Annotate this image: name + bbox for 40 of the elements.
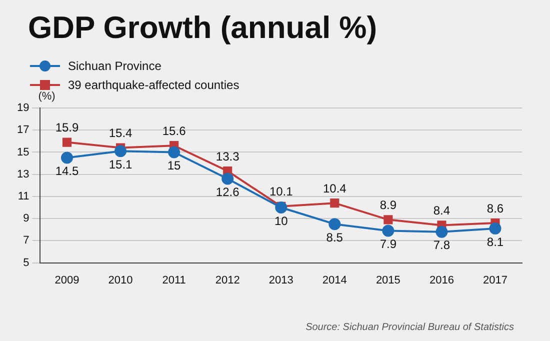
- data-label: 13.3: [216, 149, 240, 164]
- y-tick-label: 11: [18, 190, 30, 202]
- data-label: 15.9: [55, 120, 79, 135]
- source-note: Source: Sichuan Provincial Bureau of Statistics: [306, 322, 514, 333]
- y-tick-label: 5: [23, 256, 30, 269]
- x-tick-label: 2015: [376, 274, 400, 286]
- y-tick-label: 15: [16, 146, 30, 158]
- legend-label: 39 earthquake-affected counties: [68, 78, 240, 92]
- y-tick-label: 13: [16, 168, 30, 180]
- y-tick-label: 19: [16, 102, 30, 114]
- data-label: 7.8: [433, 238, 450, 252]
- data-label: 14.5: [55, 164, 79, 178]
- y-axis-title: (%): [38, 90, 56, 103]
- x-tick-label: 2010: [108, 274, 133, 286]
- data-label: 15.4: [108, 126, 133, 140]
- data-label: 15.6: [162, 124, 186, 138]
- x-tick-label: 2009: [54, 274, 80, 286]
- data-label: 10.1: [269, 184, 294, 199]
- data-label: 15.1: [108, 157, 133, 172]
- data-label: 15: [167, 158, 182, 173]
- y-tick-label: 9: [23, 212, 30, 225]
- data-label: 12.6: [216, 185, 240, 200]
- x-tick-label: 2017: [482, 274, 508, 286]
- x-tick-label: 2012: [215, 274, 240, 286]
- x-tick-label: 2011: [162, 274, 186, 286]
- data-label: 8.4: [433, 204, 450, 218]
- data-label: 8.1: [486, 234, 504, 249]
- x-tick-label: 2016: [429, 274, 454, 286]
- y-tick-label: 17: [16, 124, 30, 136]
- data-label: 7.9: [380, 237, 397, 252]
- data-label: 10: [274, 214, 288, 228]
- data-label: 8.6: [486, 201, 504, 216]
- x-tick-label: 2014: [322, 274, 347, 286]
- chart-title: GDP Growth (annual %): [28, 10, 378, 46]
- data-label: 10.4: [322, 181, 347, 196]
- data-label: 8.9: [380, 198, 397, 212]
- y-tick-label: 7: [23, 234, 30, 247]
- data-label: 8.5: [326, 230, 344, 244]
- x-tick-label: 2013: [268, 274, 294, 286]
- legend-label: Sichuan Province: [68, 58, 162, 72]
